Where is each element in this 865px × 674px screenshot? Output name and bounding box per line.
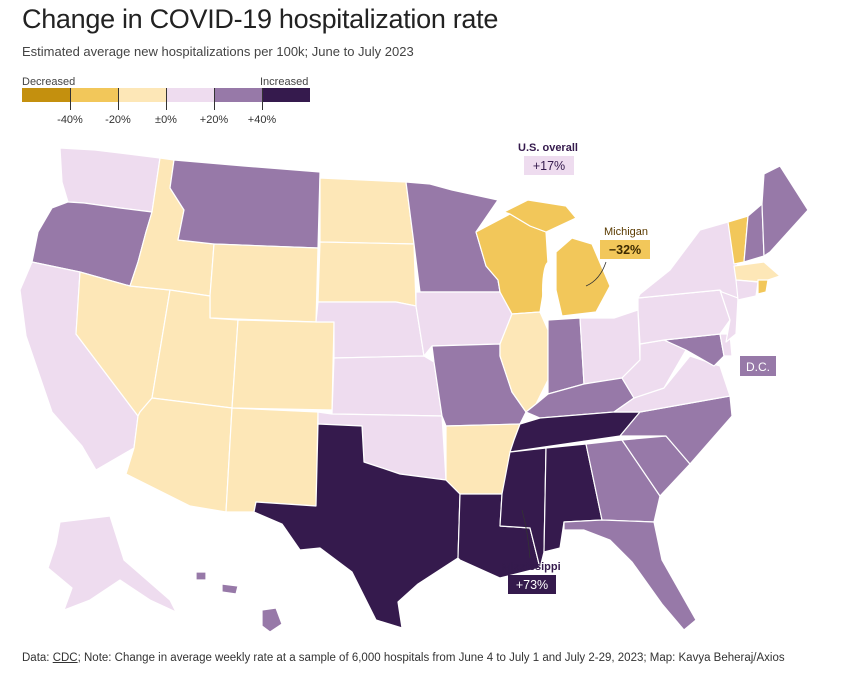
legend-tick xyxy=(166,88,167,110)
legend-tick xyxy=(262,88,263,110)
michigan-leader-line xyxy=(585,261,607,287)
mississippi-label: Mississippi xyxy=(501,561,560,573)
state-hi-islands xyxy=(195,571,207,581)
state-ak xyxy=(47,515,177,613)
legend-tick-label: -40% xyxy=(57,114,83,126)
state-mi xyxy=(555,237,611,317)
state-co xyxy=(231,319,335,411)
state-wy xyxy=(209,243,319,323)
state-tx xyxy=(253,423,461,629)
callout-dc: D.C. xyxy=(740,356,776,376)
state-fl xyxy=(563,519,697,631)
callout-mississippi: Mississippi +73% xyxy=(501,509,561,594)
footer-rest: ; Note: Change in average weekly rate at… xyxy=(77,652,785,664)
us-overall-label: U.S. overall xyxy=(518,142,578,154)
state-mt xyxy=(169,159,321,249)
legend-swatch-20-to-40 xyxy=(214,88,262,102)
state-az xyxy=(125,397,233,513)
michigan-value: −32% xyxy=(609,243,641,257)
legend-tick-label: +40% xyxy=(247,114,277,126)
us-overall-badge xyxy=(524,156,574,175)
source-link[interactable]: CDC xyxy=(52,652,78,664)
state-ri xyxy=(757,279,769,295)
state-in xyxy=(547,317,585,395)
state-ny xyxy=(637,221,741,299)
footer-prefix: Data: xyxy=(22,652,53,664)
legend-low-label: Decreased xyxy=(22,76,76,88)
legend-scale xyxy=(22,88,310,102)
state-nd xyxy=(319,177,415,245)
chart-subtitle: Estimated average new hospitalizations p… xyxy=(22,44,414,59)
callout-michigan: Michigan −32% xyxy=(585,226,650,287)
state-me xyxy=(761,165,809,257)
state-ga xyxy=(585,439,661,523)
legend-high-label: Increased xyxy=(260,76,309,88)
state-nm xyxy=(225,407,319,513)
dc-label: D.C. xyxy=(746,360,770,374)
michigan-badge xyxy=(600,240,650,259)
dc-badge xyxy=(740,356,776,376)
legend-tick-label: ±0% xyxy=(155,114,177,126)
state-hi xyxy=(261,607,283,633)
mississippi-badge xyxy=(508,575,556,594)
state-ma xyxy=(733,261,781,283)
legend-tick xyxy=(118,88,119,110)
legend-swatch-0-to-20 xyxy=(166,88,214,102)
state-hi-islands-2 xyxy=(221,583,239,595)
us-overall-value: +17% xyxy=(533,159,565,173)
legend-tick-label: -20% xyxy=(105,114,131,126)
legend-tick-label: +20% xyxy=(199,114,229,126)
mississippi-value: +73% xyxy=(516,578,548,592)
color-legend: Decreased Increased -40% -20% ±0% +20% +… xyxy=(22,76,322,136)
legend-swatch-minus-40-to-minus-20 xyxy=(70,88,118,102)
state-mi-up xyxy=(503,199,577,233)
legend-swatch-below-minus-40 xyxy=(22,88,70,102)
michigan-label: Michigan xyxy=(604,226,648,238)
state-ks xyxy=(331,355,443,417)
mississippi-leader-line xyxy=(521,509,531,559)
state-nh xyxy=(743,203,765,263)
chart-title: Change in COVID-19 hospitalization rate xyxy=(22,4,499,34)
legend-tick xyxy=(70,88,71,110)
state-ct xyxy=(735,279,759,301)
callout-us-overall: U.S. overall +17% xyxy=(518,142,578,175)
state-sd xyxy=(317,241,417,307)
legend-tick xyxy=(214,88,215,110)
legend-swatch-minus-20-to-0 xyxy=(118,88,166,102)
legend-swatch-above-40 xyxy=(262,88,310,102)
footer-note: Data: CDC; Note: Change in average weekl… xyxy=(22,652,785,664)
